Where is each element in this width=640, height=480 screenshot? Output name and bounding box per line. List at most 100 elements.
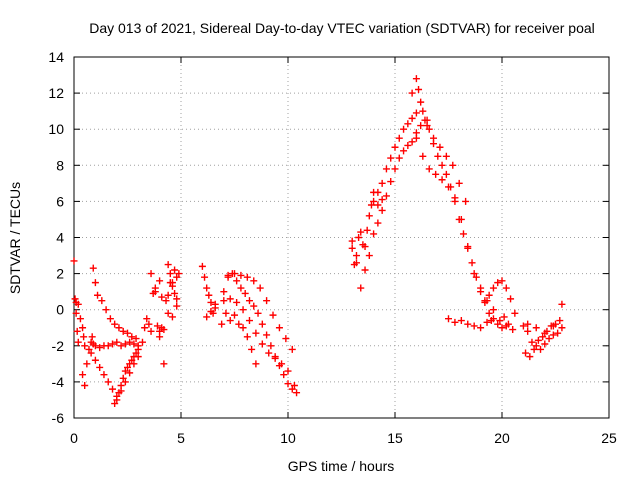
data-point bbox=[96, 344, 104, 352]
data-point bbox=[126, 338, 134, 346]
data-point bbox=[382, 165, 390, 173]
data-point bbox=[166, 270, 174, 278]
data-point bbox=[438, 176, 446, 184]
data-point bbox=[132, 349, 140, 357]
data-point bbox=[549, 331, 557, 339]
data-point bbox=[462, 197, 470, 205]
data-point bbox=[498, 277, 506, 285]
data-point bbox=[91, 356, 99, 364]
data-point bbox=[537, 345, 545, 353]
data-point bbox=[250, 302, 258, 310]
data-point bbox=[530, 345, 538, 353]
data-point bbox=[477, 324, 485, 332]
data-point bbox=[73, 327, 81, 335]
data-point bbox=[198, 262, 206, 270]
data-point bbox=[519, 322, 527, 330]
data-point bbox=[243, 333, 251, 341]
data-point bbox=[248, 345, 256, 353]
data-point bbox=[419, 152, 427, 160]
data-point bbox=[100, 371, 108, 379]
data-point bbox=[203, 284, 211, 292]
data-point bbox=[171, 266, 179, 274]
data-point bbox=[352, 259, 360, 267]
data-point bbox=[263, 331, 271, 339]
data-point bbox=[138, 338, 146, 346]
data-point bbox=[121, 367, 129, 375]
data-point bbox=[106, 315, 114, 323]
data-point bbox=[164, 261, 172, 269]
data-point bbox=[231, 270, 238, 278]
data-point bbox=[71, 295, 79, 303]
data-point bbox=[156, 333, 164, 341]
data-point bbox=[524, 320, 532, 328]
data-point bbox=[111, 320, 119, 328]
data-point bbox=[226, 317, 234, 325]
data-point bbox=[511, 309, 519, 317]
data-point bbox=[445, 315, 452, 323]
data-point bbox=[387, 154, 395, 162]
data-point bbox=[119, 374, 127, 382]
data-point bbox=[224, 271, 232, 279]
data-point bbox=[162, 297, 170, 305]
data-point bbox=[361, 243, 369, 251]
data-point bbox=[173, 302, 181, 310]
data-point bbox=[485, 309, 493, 317]
data-point bbox=[464, 243, 472, 251]
data-point bbox=[113, 338, 121, 346]
data-point bbox=[269, 311, 277, 319]
data-point bbox=[88, 333, 96, 341]
data-point bbox=[352, 252, 360, 260]
data-point bbox=[160, 326, 168, 334]
data-point bbox=[348, 244, 356, 252]
data-point bbox=[207, 308, 215, 316]
data-point bbox=[151, 288, 159, 296]
chart-gridlines bbox=[74, 57, 609, 418]
data-point bbox=[419, 107, 427, 115]
data-point bbox=[76, 315, 84, 323]
data-point bbox=[374, 219, 382, 227]
data-point bbox=[102, 306, 110, 314]
data-point bbox=[83, 360, 91, 368]
data-point bbox=[239, 306, 247, 314]
data-point bbox=[81, 342, 89, 350]
data-point bbox=[451, 194, 459, 202]
data-point bbox=[496, 317, 504, 325]
data-point bbox=[203, 313, 211, 321]
data-point bbox=[173, 295, 181, 303]
data-point bbox=[430, 134, 438, 142]
axis-ticks: 0 5 10 15 20 25 -6 -4 -2 0 2 4 6 8 10 12 14 bbox=[48, 49, 617, 446]
data-point bbox=[128, 356, 136, 364]
data-point bbox=[239, 324, 247, 332]
data-point bbox=[258, 320, 266, 328]
data-point bbox=[408, 138, 416, 146]
data-point bbox=[408, 89, 416, 97]
data-point bbox=[408, 114, 416, 122]
data-point bbox=[504, 320, 512, 328]
y-tick-label: -6 bbox=[52, 410, 65, 426]
data-point bbox=[382, 192, 390, 200]
data-point bbox=[391, 165, 399, 173]
data-point bbox=[156, 277, 164, 285]
data-point bbox=[459, 230, 467, 238]
data-point bbox=[357, 228, 365, 236]
data-point bbox=[526, 353, 534, 361]
data-point bbox=[425, 125, 433, 133]
data-point bbox=[243, 273, 251, 281]
data-point bbox=[348, 237, 356, 245]
data-point bbox=[141, 324, 149, 332]
data-point bbox=[378, 196, 386, 204]
data-point bbox=[119, 327, 127, 335]
data-point bbox=[284, 367, 292, 375]
data-point bbox=[164, 291, 172, 299]
data-point bbox=[252, 360, 260, 368]
data-point bbox=[134, 345, 142, 353]
y-tick-label: 14 bbox=[48, 49, 64, 65]
data-point bbox=[201, 273, 209, 281]
y-tick-label: 10 bbox=[48, 121, 64, 137]
x-tick-label: 20 bbox=[494, 430, 510, 446]
data-point bbox=[218, 320, 226, 328]
data-point bbox=[280, 371, 288, 379]
data-point bbox=[534, 336, 542, 344]
data-point bbox=[494, 320, 502, 328]
